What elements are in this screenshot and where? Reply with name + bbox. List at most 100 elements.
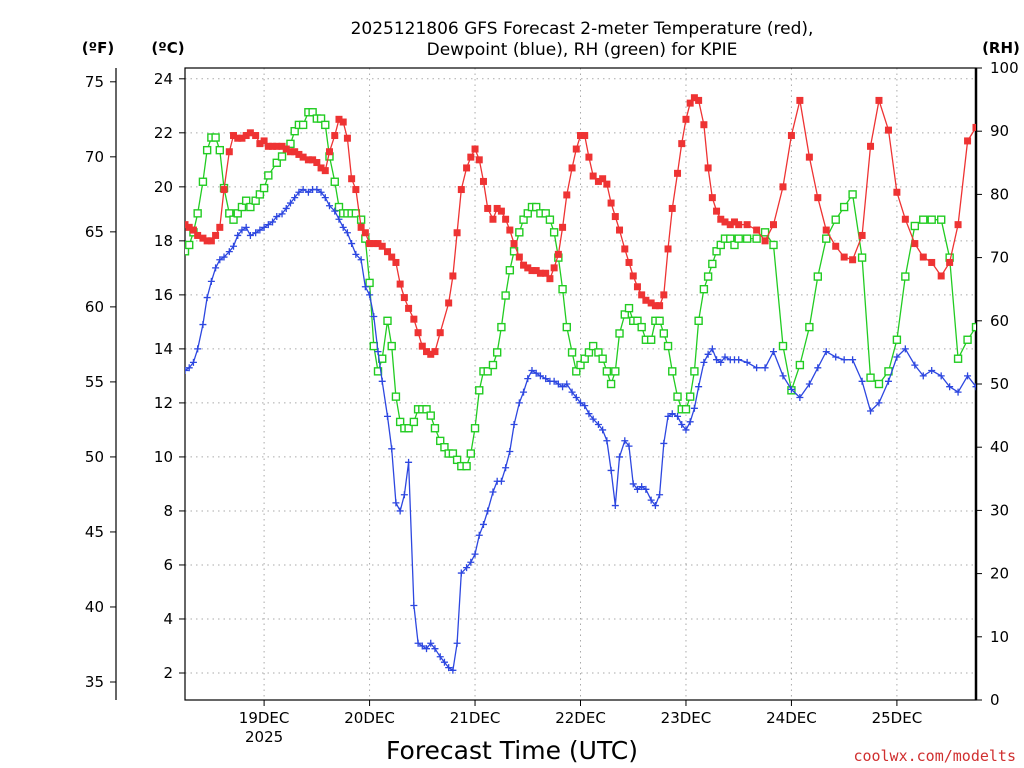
temperature-point bbox=[418, 342, 426, 350]
dewpoint-point bbox=[572, 394, 580, 402]
temperature-point bbox=[449, 272, 457, 280]
rh-point bbox=[488, 360, 498, 370]
dewpoint-point bbox=[642, 485, 650, 493]
temperature-point bbox=[489, 215, 497, 223]
temperature-point bbox=[621, 245, 629, 253]
temperature-point bbox=[339, 118, 347, 126]
rh-point bbox=[483, 367, 492, 376]
temperature-point bbox=[796, 96, 804, 104]
dewpoint-point bbox=[418, 642, 426, 650]
temperature-point bbox=[366, 240, 374, 248]
temperature-point bbox=[220, 186, 228, 194]
temperature-point bbox=[633, 283, 641, 291]
dewpoint-point bbox=[858, 377, 866, 385]
rh-point bbox=[778, 341, 788, 351]
dewpoint-point bbox=[520, 388, 528, 396]
rh-point bbox=[848, 190, 857, 199]
x-tick-label: 23DEC bbox=[661, 709, 712, 727]
temperature-point bbox=[506, 226, 514, 234]
temperature-point bbox=[194, 231, 202, 239]
temperature-point bbox=[832, 242, 840, 250]
rh-point bbox=[637, 322, 646, 332]
temperature-point bbox=[325, 148, 333, 156]
rh-point bbox=[523, 209, 532, 218]
dewpoint-point bbox=[700, 358, 708, 366]
dewpoint-point bbox=[528, 366, 536, 374]
rh-tick-label: 30 bbox=[990, 501, 1009, 519]
dewpoint-point bbox=[542, 375, 550, 383]
temperature-point bbox=[928, 258, 936, 266]
temperature-point bbox=[972, 123, 976, 131]
dewpoint-point bbox=[875, 399, 883, 407]
dewpoint-point bbox=[805, 380, 813, 388]
temperature-point bbox=[269, 142, 277, 150]
rh-point bbox=[519, 215, 528, 224]
rh-point bbox=[730, 240, 739, 250]
dewpoint-point bbox=[366, 291, 374, 299]
rh-point bbox=[594, 348, 603, 357]
temperature-point bbox=[577, 132, 584, 140]
rh-point bbox=[251, 196, 260, 205]
dewpoint-point bbox=[779, 372, 787, 380]
dewpoint-point bbox=[335, 215, 343, 223]
temperature-point bbox=[383, 248, 391, 256]
dewpoint-point bbox=[207, 277, 215, 285]
rh-point bbox=[831, 215, 840, 224]
temperature-point bbox=[805, 153, 813, 161]
dewpoint-point bbox=[954, 388, 962, 396]
dewpoint-point bbox=[721, 353, 729, 361]
temperature-point bbox=[286, 148, 294, 156]
rh-tick-label: 80 bbox=[990, 185, 1009, 203]
dewpoint-point bbox=[348, 240, 356, 248]
temperature-point bbox=[849, 256, 857, 264]
temperature-point bbox=[515, 253, 523, 261]
dewpoint-point bbox=[449, 666, 457, 674]
rh-point bbox=[470, 424, 480, 433]
fahrenheit-tick-label: 50 bbox=[85, 448, 104, 466]
temperature-point bbox=[431, 348, 439, 356]
rh-point bbox=[624, 303, 634, 313]
dewpoint-point bbox=[753, 364, 761, 372]
fahrenheit-axis: 35 40 45 50 55 60 65 70 75 bbox=[85, 73, 116, 691]
grid-lines bbox=[185, 68, 976, 700]
rh-point bbox=[229, 215, 238, 224]
x-tick-label: 22DEC bbox=[555, 709, 606, 727]
temperature-point bbox=[484, 204, 492, 212]
series-layer bbox=[185, 94, 976, 674]
dewpoint-point bbox=[203, 294, 211, 302]
rh-point bbox=[365, 278, 374, 288]
dewpoint-point bbox=[199, 321, 207, 329]
rh-point bbox=[255, 190, 265, 199]
dewpoint-point bbox=[234, 231, 242, 239]
temperature-point bbox=[467, 153, 475, 161]
temperature-point bbox=[594, 177, 602, 185]
temperature-point bbox=[893, 188, 901, 196]
fahrenheit-tick-label: 35 bbox=[85, 673, 104, 691]
temperature-point bbox=[674, 169, 682, 177]
temperature-point bbox=[260, 137, 268, 145]
rh-point bbox=[659, 329, 669, 338]
rh-point bbox=[936, 215, 946, 224]
temperature-point bbox=[700, 121, 708, 129]
dewpoint-point bbox=[832, 353, 840, 361]
rh-point bbox=[805, 322, 814, 332]
dewpoint-point bbox=[660, 439, 668, 447]
rh-point bbox=[475, 386, 484, 395]
rh-tick-label: 90 bbox=[990, 122, 1009, 140]
temperature-point bbox=[840, 253, 848, 261]
temperature-point bbox=[392, 258, 400, 266]
temperature-point bbox=[264, 142, 272, 150]
temperature-point bbox=[713, 207, 721, 215]
dewpoint-point bbox=[625, 442, 633, 450]
dewpoint-point bbox=[295, 188, 303, 196]
dewpoint-point bbox=[849, 356, 857, 364]
dewpoint-point bbox=[563, 380, 571, 388]
temperature-point bbox=[919, 253, 927, 261]
rh-point bbox=[760, 228, 770, 237]
dewpoint-point bbox=[577, 399, 584, 407]
dewpoint-point bbox=[633, 485, 641, 493]
dewpoint-point bbox=[589, 415, 597, 423]
temperature-point bbox=[532, 267, 540, 275]
dewpoint-point bbox=[475, 531, 483, 539]
rh-point bbox=[576, 360, 585, 370]
